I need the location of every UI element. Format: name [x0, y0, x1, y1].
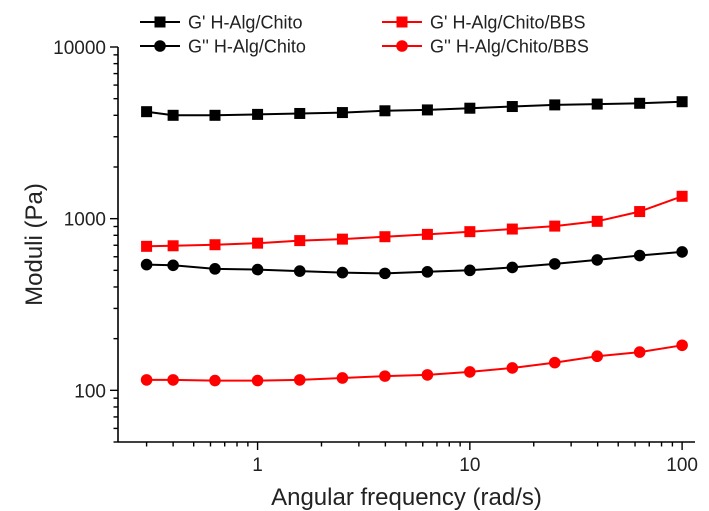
data-point — [336, 107, 348, 119]
data-point — [634, 97, 646, 109]
data-point — [591, 98, 603, 110]
x-axis-label: Angular frequency (rad/s) — [271, 484, 542, 511]
legend-marker — [396, 16, 408, 28]
data-point — [167, 259, 179, 272]
data-point — [336, 233, 348, 245]
legend-label: G' H-Alg/Chito/BBS — [430, 13, 586, 33]
data-point — [676, 190, 688, 202]
series-layer — [140, 96, 688, 387]
series-line — [146, 195, 683, 248]
y-tick-label: 10000 — [53, 38, 106, 59]
data-point — [464, 264, 476, 277]
data-point — [293, 374, 306, 386]
legend-entry: G' H-Alg/Chito/BBS — [382, 13, 586, 33]
data-point — [634, 206, 646, 218]
data-point — [167, 374, 179, 386]
data-point — [506, 362, 519, 374]
data-point — [421, 369, 434, 381]
data-point — [464, 102, 476, 114]
data-point — [209, 374, 221, 387]
series-line — [146, 250, 683, 275]
data-point — [676, 339, 688, 352]
data-point — [294, 235, 306, 247]
data-point — [251, 263, 264, 276]
data-point — [336, 372, 349, 384]
data-point — [379, 370, 391, 382]
data-point — [633, 249, 646, 262]
data-point — [549, 99, 561, 111]
data-point — [506, 223, 518, 235]
data-point — [209, 109, 221, 121]
data-point — [676, 96, 688, 108]
legend-marker — [396, 40, 408, 52]
series-line — [146, 100, 683, 117]
data-point — [548, 258, 561, 270]
data-point — [140, 374, 153, 386]
series-0 — [141, 96, 688, 121]
data-point — [167, 240, 179, 252]
legend-marker — [154, 40, 166, 52]
data-point — [379, 231, 391, 243]
data-point — [591, 350, 604, 363]
y-axis-label: Moduli (Pa) — [21, 183, 48, 306]
data-point — [209, 263, 221, 275]
series-3 — [140, 339, 688, 387]
data-point — [379, 105, 391, 117]
data-point — [252, 108, 264, 120]
x-tick-label: 1 — [252, 455, 263, 476]
series-1 — [140, 246, 688, 280]
x-tick-label: 10 — [459, 455, 480, 476]
data-point — [549, 220, 561, 232]
data-point — [591, 215, 603, 227]
data-point — [141, 240, 153, 252]
data-point — [251, 374, 264, 387]
data-point — [336, 266, 349, 279]
series-2 — [141, 190, 688, 252]
legend-label: G' H-Alg/Chito — [188, 13, 302, 33]
legend: G' H-Alg/Chito G'' H-Alg/Chito G' H-Alg/Ch… — [140, 13, 589, 57]
data-point — [506, 261, 519, 274]
y-tick-label: 100 — [74, 381, 106, 402]
data-point — [506, 101, 518, 113]
legend-entry: G' H-Alg/Chito — [140, 13, 302, 33]
data-point — [141, 106, 153, 118]
data-point — [464, 366, 476, 378]
data-point — [421, 228, 433, 240]
legend-entry: G'' H-Alg/Chito — [140, 37, 306, 57]
x-tick-label: 100 — [666, 455, 698, 476]
y-tick-label: 1000 — [64, 210, 106, 231]
data-point — [379, 267, 391, 280]
data-point — [209, 239, 221, 251]
data-point — [421, 104, 433, 116]
legend-marker — [154, 16, 166, 28]
series-line — [146, 344, 683, 382]
data-point — [464, 226, 476, 238]
data-point — [140, 258, 153, 271]
data-point — [293, 265, 306, 277]
data-point — [633, 346, 646, 358]
data-point — [548, 356, 561, 369]
legend-entry: G'' H-Alg/Chito/BBS — [382, 37, 589, 57]
data-point — [421, 266, 434, 278]
legend-label: G'' H-Alg/Chito — [188, 37, 306, 57]
axes: 1 10 100 100 1000 10000 — [53, 38, 698, 476]
data-point — [252, 237, 264, 249]
data-point — [294, 107, 306, 119]
data-point — [591, 254, 604, 266]
data-point — [676, 246, 688, 258]
legend-label: G'' H-Alg/Chito/BBS — [430, 37, 589, 57]
data-point — [167, 109, 179, 121]
